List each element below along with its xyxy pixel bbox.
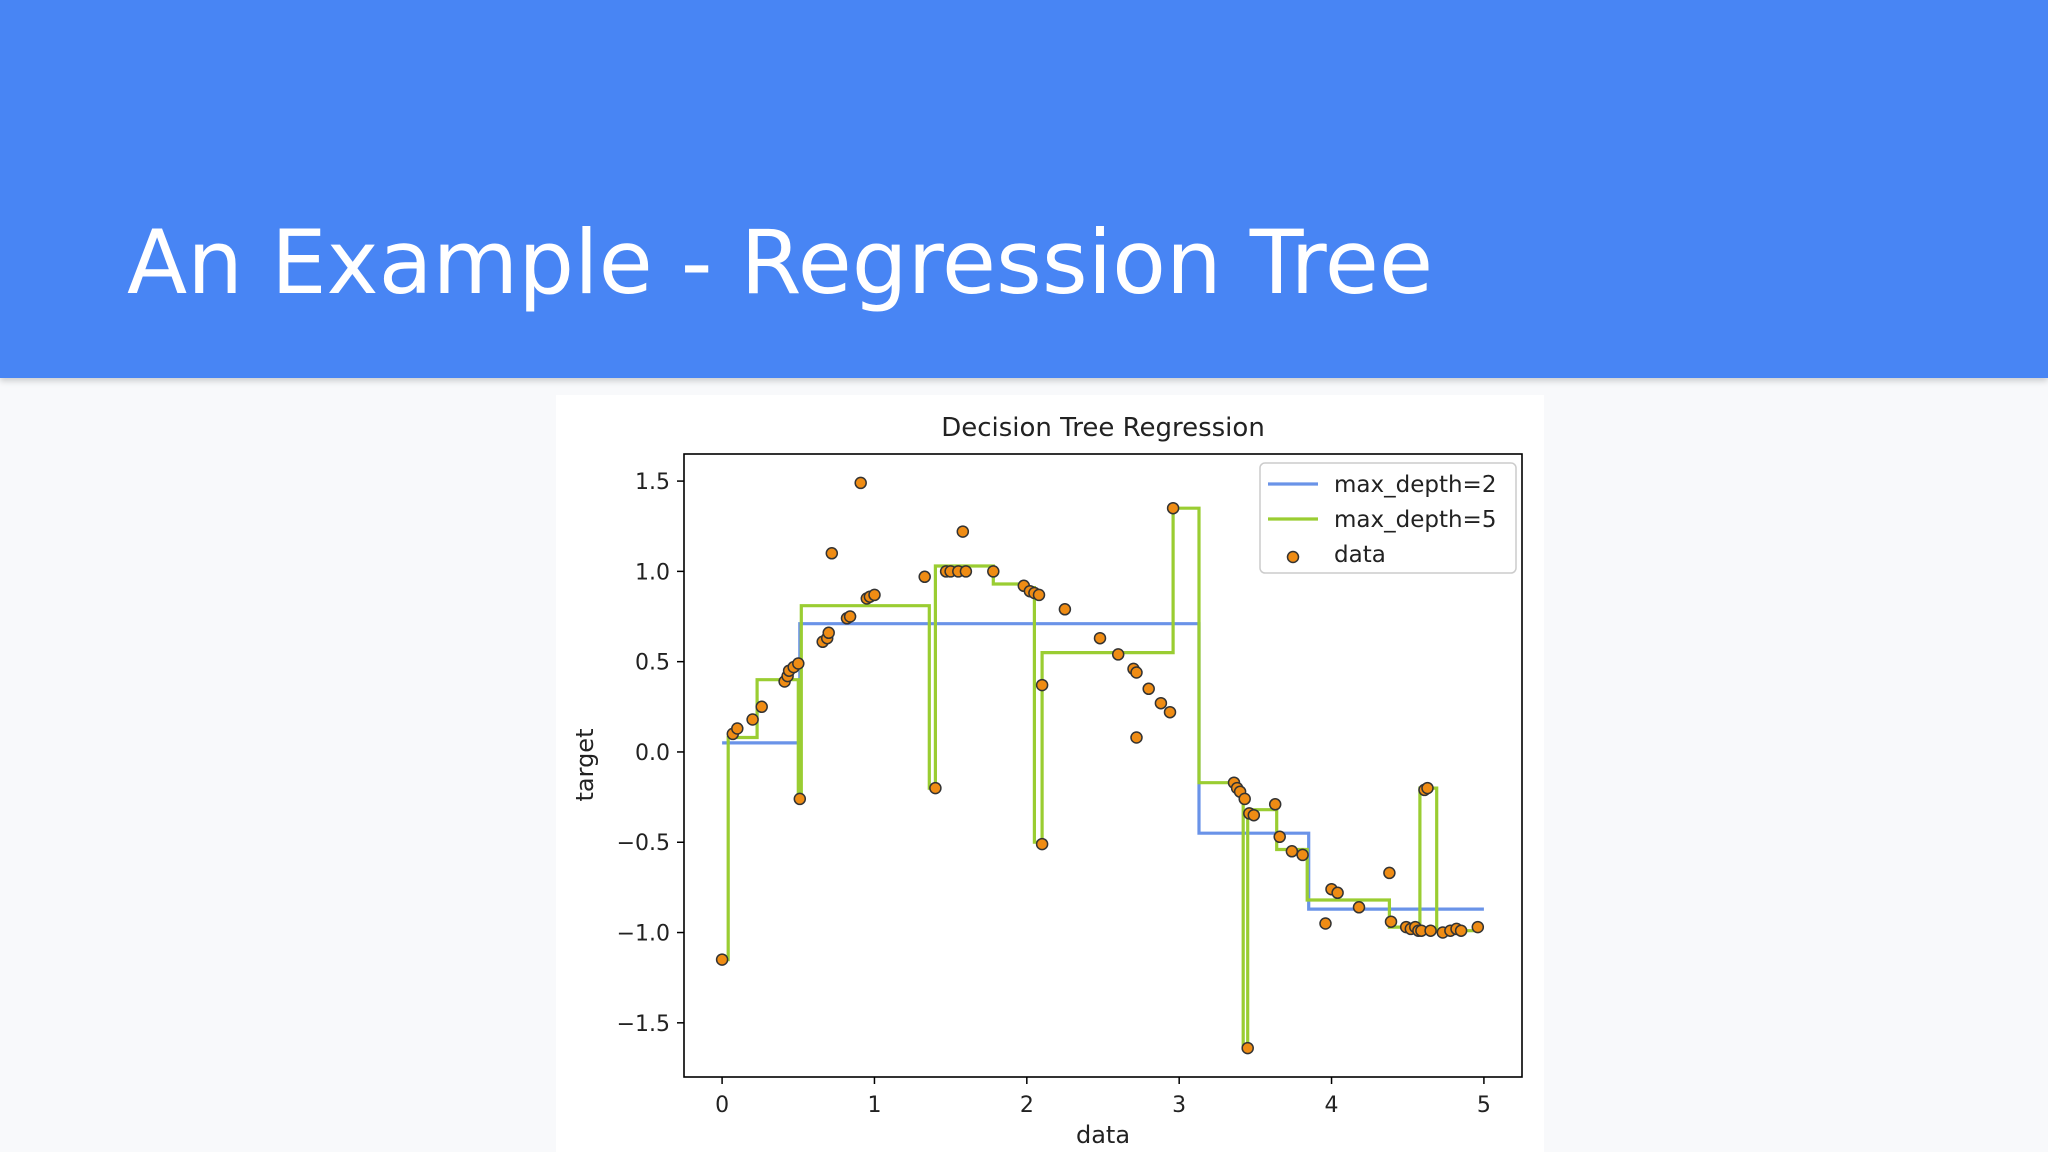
data-point [1154,696,1168,710]
data-point [1454,924,1468,937]
data-point [792,657,805,670]
data-point [959,565,973,578]
data-point [1111,648,1125,661]
data-point [1241,1041,1254,1055]
data-point [1035,837,1049,851]
data-point [1058,603,1072,616]
data-point [843,610,857,623]
data-point [1238,792,1251,806]
data-point [1247,808,1261,822]
data-point [1273,830,1286,844]
y-tick-label: 0.5 [635,651,670,676]
data-point [1296,848,1309,862]
series-line-max-depth-5 [722,506,1480,1050]
y-axis: 1.5 1.0 0.5 0.0 −0.5 −1.0 −1.5 [617,470,684,1037]
data-point [1384,915,1398,928]
data-point [1142,682,1155,696]
y-tick-label: −1.0 [617,922,670,947]
slide-header: An Example - Regression Tree [0,0,2048,378]
plot-frame [683,453,1523,1078]
legend-label-depth5: max_depth=5 [1334,507,1496,533]
x-tick-label: 0 [715,1093,729,1118]
legend-box [1259,462,1517,574]
data-point [1319,917,1332,930]
chart-figure: Decision Tree Regression 0 1 2 3 4 5 1.5 1.0 0.… [556,395,1544,1152]
slide-title: An Example - Regression Tree [127,211,1434,314]
data-point [1035,678,1049,692]
data-point [1166,501,1180,515]
x-axis: 0 1 2 3 4 5 [715,1077,1491,1118]
chart-title: Decision Tree Regression [941,413,1265,443]
data-point [1383,866,1396,880]
y-tick-label: −1.5 [617,1012,670,1037]
y-tick-label: 1.5 [635,470,670,495]
data-point [1163,705,1177,719]
data-point [1268,798,1282,811]
legend-label-depth2: max_depth=2 [1334,472,1496,498]
x-tick-label: 3 [1172,1093,1186,1118]
data-point [929,781,942,795]
decision-tree-chart: Decision Tree Regression 0 1 2 3 4 5 1.5 1.0 0.… [571,413,1523,1149]
legend-label-data: data [1334,542,1386,568]
data-point [1424,924,1437,937]
data-point [956,525,970,538]
x-tick-label: 2 [1020,1093,1034,1118]
data-point [1130,666,1143,679]
data-point [793,792,807,806]
data-point [854,476,867,490]
x-axis-label: data [1076,1121,1130,1149]
data-point [822,626,835,640]
data-point [755,700,768,714]
data-point [731,722,744,735]
data-point [987,565,1000,578]
y-axis-label: target [571,729,599,802]
x-tick-label: 5 [1477,1093,1491,1118]
data-point [1093,631,1107,645]
data-point [715,953,729,966]
data-point [1285,845,1299,858]
data-point [868,588,881,602]
plot-points [715,476,1485,1055]
legend: max_depth=2 max_depth=5 data [1259,462,1517,574]
legend-swatch-data [1286,550,1300,564]
data-point [746,713,759,726]
plot-lines [722,506,1484,1050]
data-point [1421,781,1434,795]
data-point [825,547,839,560]
y-tick-label: 1.0 [635,560,670,585]
data-point [1352,901,1366,914]
data-point [1471,920,1485,934]
x-tick-label: 1 [867,1093,881,1118]
y-tick-label: 0.0 [635,741,670,766]
data-point [1032,588,1046,602]
series-line-max-depth-2 [722,622,1484,911]
x-tick-label: 4 [1325,1093,1339,1118]
data-point [1331,886,1344,900]
data-point [1130,731,1143,744]
y-tick-label: −0.5 [617,831,670,856]
data-point [918,570,931,584]
